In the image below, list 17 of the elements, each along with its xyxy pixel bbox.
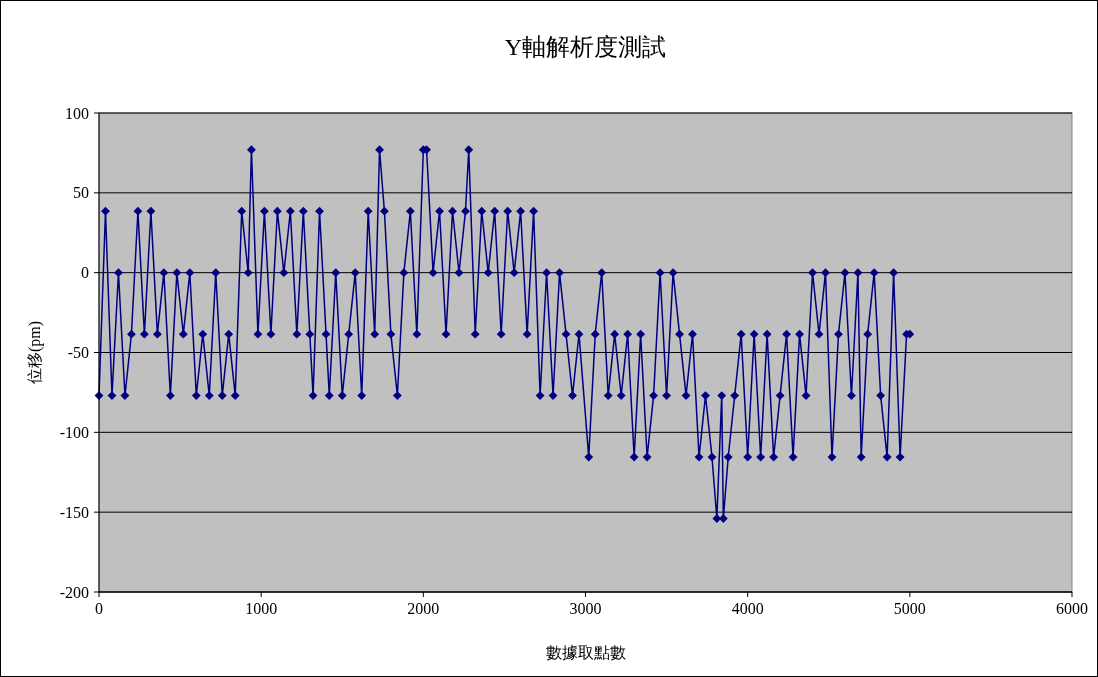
x-tick-label: 1000 [245, 600, 278, 617]
chart-title: Y軸解析度測試 [504, 34, 667, 60]
y-tick-label: 100 [65, 104, 89, 122]
x-tick-label: 2000 [407, 600, 440, 617]
y-axis-title: 位移(pm) [26, 320, 44, 385]
x-tick-label: 0 [95, 600, 103, 617]
x-tick-label: 4000 [731, 600, 764, 617]
x-tick-label: 6000 [1056, 600, 1088, 617]
x-axis-title: 數據取點數 [545, 644, 626, 661]
y-tick-label: -50 [67, 344, 89, 362]
x-tick-label: 3000 [569, 600, 602, 617]
y-tick-label: -100 [59, 423, 89, 441]
y-tick-label: 0 [81, 264, 89, 282]
y-tick-label: -150 [59, 503, 89, 521]
y-tick-label: -200 [59, 583, 89, 601]
x-tick-label: 5000 [893, 600, 926, 617]
y-tick-label: 50 [73, 184, 89, 202]
